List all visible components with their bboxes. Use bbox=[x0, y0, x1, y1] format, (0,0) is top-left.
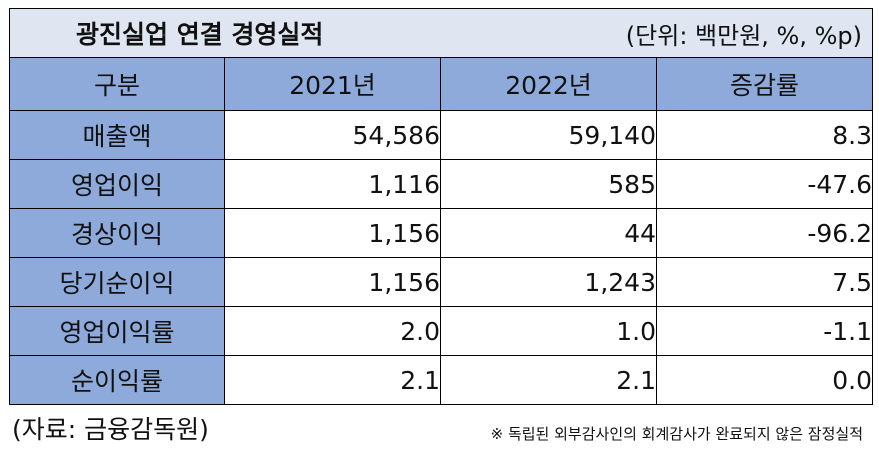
header-2021: 2021년 bbox=[224, 57, 441, 111]
row-label: 당기순이익 bbox=[9, 257, 225, 307]
value-change: 0.0 bbox=[656, 355, 873, 405]
table-row: 영업이익 1,116 585 -47.6 bbox=[9, 159, 873, 209]
value-2021: 54,586 bbox=[224, 110, 441, 160]
row-label: 영업이익 bbox=[9, 159, 225, 209]
table-row: 영업이익률 2.0 1.0 -1.1 bbox=[9, 306, 873, 356]
table-title: 광진실업 연결 경영실적 bbox=[76, 20, 324, 49]
row-label: 매출액 bbox=[9, 110, 225, 160]
financial-results-table: 광진실업 연결 경영실적 (단위: 백만원, %, %p) 구분 2021년 2… bbox=[9, 8, 873, 405]
value-2022: 44 bbox=[440, 208, 657, 258]
value-2021: 1,156 bbox=[224, 208, 441, 258]
value-change: -47.6 bbox=[656, 159, 873, 209]
value-change: -1.1 bbox=[656, 306, 873, 356]
row-label: 영업이익률 bbox=[9, 306, 225, 356]
header-category: 구분 bbox=[9, 57, 225, 111]
value-2022: 1.0 bbox=[440, 306, 657, 356]
title-cell: 광진실업 연결 경영실적 (단위: 백만원, %, %p) bbox=[9, 8, 873, 58]
footnote: ※ 독립된 외부감사인의 회계감사가 완료되지 않은 잠정실적 bbox=[490, 425, 863, 443]
table-row: 당기순이익 1,156 1,243 7.5 bbox=[9, 257, 873, 307]
value-2021: 2.1 bbox=[224, 355, 441, 405]
table-row: 매출액 54,586 59,140 8.3 bbox=[9, 110, 873, 160]
value-2022: 1,243 bbox=[440, 257, 657, 307]
value-change: 7.5 bbox=[656, 257, 873, 307]
source-label: (자료: 금융감독원) bbox=[12, 415, 209, 444]
row-label: 경상이익 bbox=[9, 208, 225, 258]
table-row: 순이익률 2.1 2.1 0.0 bbox=[9, 355, 873, 405]
row-label: 순이익률 bbox=[9, 355, 225, 405]
header-2022: 2022년 bbox=[440, 57, 657, 111]
header-change: 증감률 bbox=[656, 57, 873, 111]
title-row: 광진실업 연결 경영실적 (단위: 백만원, %, %p) bbox=[9, 8, 873, 58]
header-row: 구분 2021년 2022년 증감률 bbox=[9, 57, 873, 111]
value-2021: 2.0 bbox=[224, 306, 441, 356]
value-2022: 59,140 bbox=[440, 110, 657, 160]
value-change: 8.3 bbox=[656, 110, 873, 160]
unit-label: (단위: 백만원, %, %p) bbox=[625, 21, 862, 50]
value-2022: 2.1 bbox=[440, 355, 657, 405]
table-row: 경상이익 1,156 44 -96.2 bbox=[9, 208, 873, 258]
value-2022: 585 bbox=[440, 159, 657, 209]
value-change: -96.2 bbox=[656, 208, 873, 258]
value-2021: 1,116 bbox=[224, 159, 441, 209]
value-2021: 1,156 bbox=[224, 257, 441, 307]
